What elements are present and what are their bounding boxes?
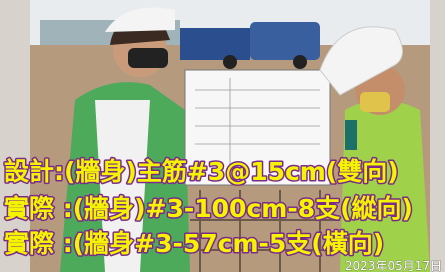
caption-line: 設計:(牆身)主筋#3@15cm(雙向) (4, 157, 399, 186)
caption-line: 實際 :(牆身)#3-100cm-8支(縱向) (4, 194, 413, 223)
mask (360, 92, 390, 112)
photo: 設計:(牆身)主筋#3@15cm(雙向) 實際 :(牆身)#3-100cm-8支… (0, 0, 445, 272)
caption-line: 實際 :(牆身#3-57cm-5支(橫向) (4, 229, 384, 258)
truck-bed (180, 28, 250, 60)
wheel (223, 55, 237, 69)
timestamp: 2023年05月17日 (345, 259, 442, 272)
wheel (293, 55, 307, 69)
mask (128, 48, 168, 68)
bottle (345, 120, 357, 150)
truck-cab (250, 22, 320, 60)
